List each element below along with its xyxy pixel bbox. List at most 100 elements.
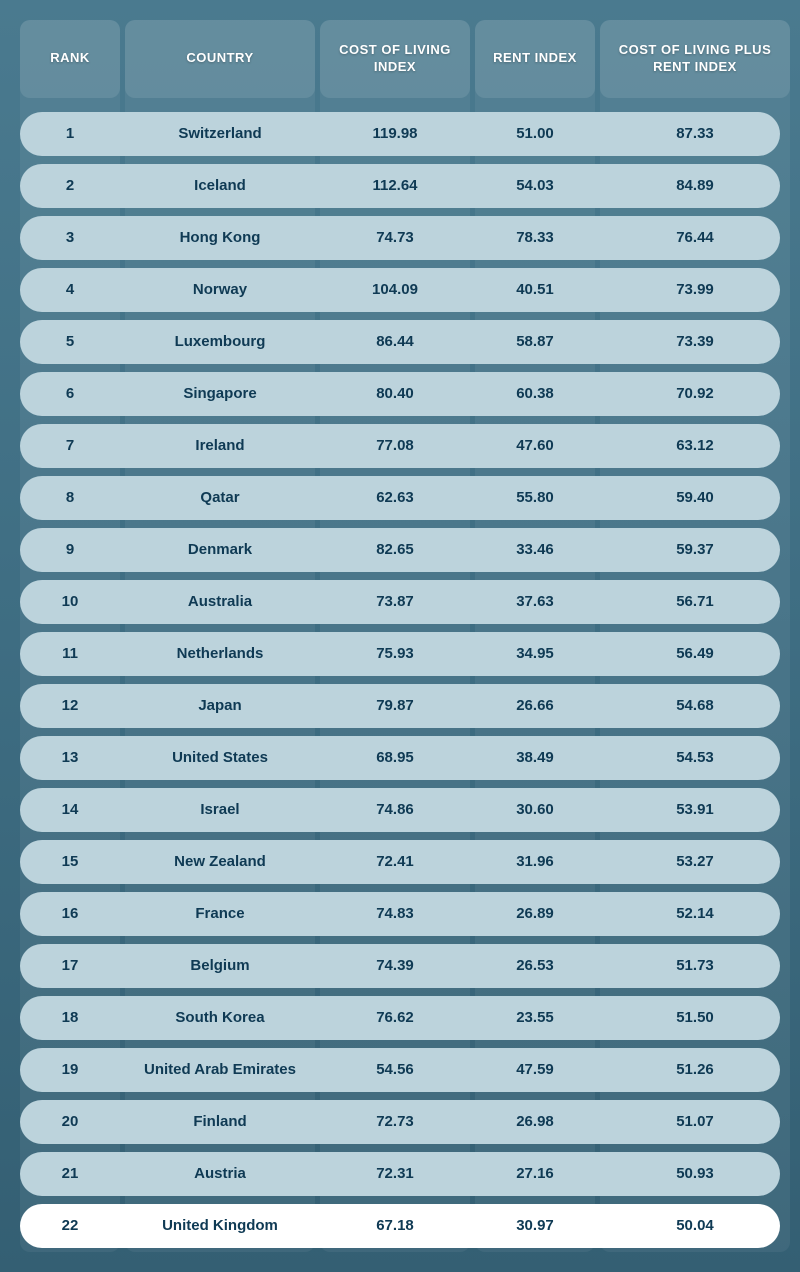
cell-plus: 54.68 <box>600 697 790 714</box>
cell-rent: 55.80 <box>475 489 595 506</box>
table-row: 10Australia73.8737.6356.71 <box>20 580 780 624</box>
cell-plus: 73.99 <box>600 281 790 298</box>
cell-rent: 27.16 <box>475 1165 595 1182</box>
cell-col: 74.73 <box>320 229 470 246</box>
cell-rent: 47.60 <box>475 437 595 454</box>
table-row: 21Austria72.3127.1650.93 <box>20 1152 780 1196</box>
cell-rent: 54.03 <box>475 177 595 194</box>
cell-country: United States <box>125 749 315 766</box>
table-row: 16France74.8326.8952.14 <box>20 892 780 936</box>
cell-rent: 30.60 <box>475 801 595 818</box>
cell-rank: 1 <box>20 125 120 142</box>
cell-col: 72.41 <box>320 853 470 870</box>
cell-rank: 22 <box>20 1217 120 1234</box>
cell-plus: 53.27 <box>600 853 790 870</box>
cell-country: South Korea <box>125 1009 315 1026</box>
cell-col: 79.87 <box>320 697 470 714</box>
cell-col: 80.40 <box>320 385 470 402</box>
table-row: 9Denmark82.6533.4659.37 <box>20 528 780 572</box>
cell-col: 74.83 <box>320 905 470 922</box>
cell-rent: 47.59 <box>475 1061 595 1078</box>
cell-plus: 51.26 <box>600 1061 790 1078</box>
cost-of-living-table: RANK COUNTRY COST OF LIVING INDEX RENT I… <box>20 20 780 1248</box>
cell-rank: 10 <box>20 593 120 610</box>
cell-rent: 26.89 <box>475 905 595 922</box>
col-header-plus-rent-index: COST OF LIVING PLUS RENT INDEX <box>600 20 790 98</box>
cell-plus: 51.50 <box>600 1009 790 1026</box>
cell-plus: 63.12 <box>600 437 790 454</box>
cell-col: 68.95 <box>320 749 470 766</box>
cell-col: 76.62 <box>320 1009 470 1026</box>
cell-country: Iceland <box>125 177 315 194</box>
cell-rank: 7 <box>20 437 120 454</box>
col-header-rent-index: RENT INDEX <box>475 20 595 98</box>
cell-country: United Arab Emirates <box>125 1061 315 1078</box>
cell-rent: 26.98 <box>475 1113 595 1130</box>
cell-country: Denmark <box>125 541 315 558</box>
cell-col: 62.63 <box>320 489 470 506</box>
cell-rent: 60.38 <box>475 385 595 402</box>
cell-rent: 40.51 <box>475 281 595 298</box>
cell-country: United Kingdom <box>125 1217 315 1234</box>
cell-country: Switzerland <box>125 125 315 142</box>
cell-plus: 50.93 <box>600 1165 790 1182</box>
table-row: 14Israel74.8630.6053.91 <box>20 788 780 832</box>
cell-plus: 56.49 <box>600 645 790 662</box>
cell-plus: 84.89 <box>600 177 790 194</box>
cell-plus: 76.44 <box>600 229 790 246</box>
col-header-cost-of-living: COST OF LIVING INDEX <box>320 20 470 98</box>
cell-col: 77.08 <box>320 437 470 454</box>
cell-country: Austria <box>125 1165 315 1182</box>
cell-rent: 34.95 <box>475 645 595 662</box>
cell-plus: 54.53 <box>600 749 790 766</box>
cell-country: New Zealand <box>125 853 315 870</box>
cell-plus: 70.92 <box>600 385 790 402</box>
cell-rent: 33.46 <box>475 541 595 558</box>
cell-rent: 58.87 <box>475 333 595 350</box>
table-row: 12Japan79.8726.6654.68 <box>20 684 780 728</box>
cell-country: Japan <box>125 697 315 714</box>
cell-country: France <box>125 905 315 922</box>
cell-rent: 37.63 <box>475 593 595 610</box>
cell-col: 119.98 <box>320 125 470 142</box>
table-row: 20Finland72.7326.9851.07 <box>20 1100 780 1144</box>
cell-col: 54.56 <box>320 1061 470 1078</box>
cell-rank: 12 <box>20 697 120 714</box>
cell-plus: 56.71 <box>600 593 790 610</box>
table-row: 7Ireland77.0847.6063.12 <box>20 424 780 468</box>
cell-plus: 51.73 <box>600 957 790 974</box>
cell-rent: 26.53 <box>475 957 595 974</box>
cell-country: Luxembourg <box>125 333 315 350</box>
col-header-country: COUNTRY <box>125 20 315 98</box>
table-row: 8Qatar62.6355.8059.40 <box>20 476 780 520</box>
cell-rent: 30.97 <box>475 1217 595 1234</box>
cell-rank: 13 <box>20 749 120 766</box>
cell-rank: 5 <box>20 333 120 350</box>
cell-col: 72.31 <box>320 1165 470 1182</box>
cell-country: Ireland <box>125 437 315 454</box>
cell-rank: 11 <box>20 645 120 662</box>
col-header-rank: RANK <box>20 20 120 98</box>
cell-rank: 16 <box>20 905 120 922</box>
cell-country: Hong Kong <box>125 229 315 246</box>
table-row: 2Iceland112.6454.0384.89 <box>20 164 780 208</box>
cell-plus: 50.04 <box>600 1217 790 1234</box>
cell-col: 86.44 <box>320 333 470 350</box>
table-row: 17Belgium74.3926.5351.73 <box>20 944 780 988</box>
table-row: 15New Zealand72.4131.9653.27 <box>20 840 780 884</box>
table-row: 3Hong Kong74.7378.3376.44 <box>20 216 780 260</box>
cell-plus: 73.39 <box>600 333 790 350</box>
cell-rank: 4 <box>20 281 120 298</box>
cell-plus: 52.14 <box>600 905 790 922</box>
table-row: 1Switzerland119.9851.0087.33 <box>20 112 780 156</box>
table-header-row: RANK COUNTRY COST OF LIVING INDEX RENT I… <box>20 20 780 98</box>
cell-col: 74.86 <box>320 801 470 818</box>
cell-rank: 21 <box>20 1165 120 1182</box>
table-row: 5Luxembourg86.4458.8773.39 <box>20 320 780 364</box>
cell-col: 104.09 <box>320 281 470 298</box>
cell-col: 67.18 <box>320 1217 470 1234</box>
cell-country: Norway <box>125 281 315 298</box>
cell-col: 82.65 <box>320 541 470 558</box>
cell-country: Singapore <box>125 385 315 402</box>
cell-col: 73.87 <box>320 593 470 610</box>
